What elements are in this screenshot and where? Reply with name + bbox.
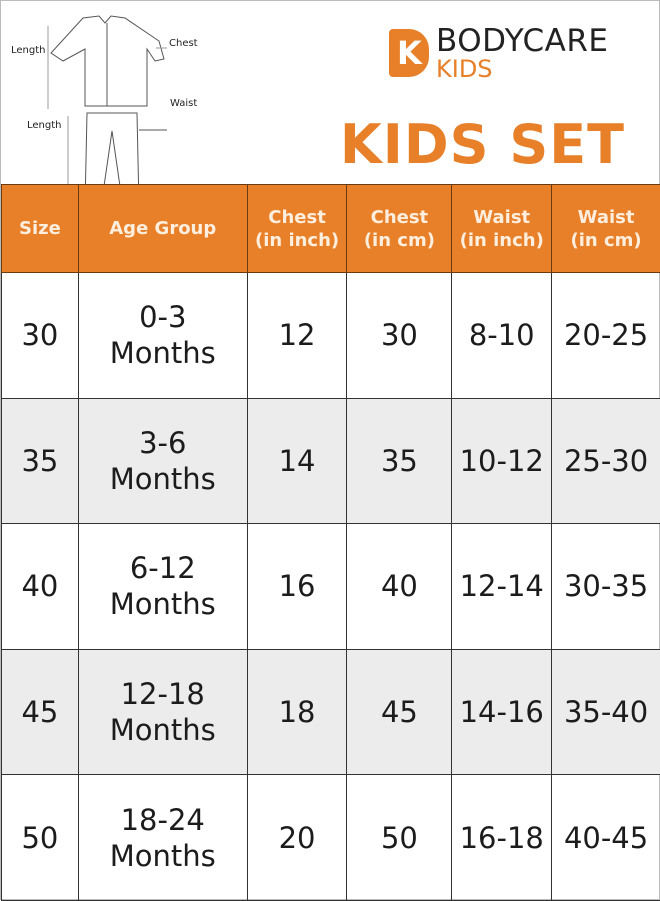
waist-label: Waist (170, 98, 197, 109)
cell-waist-in: 14-16 (452, 649, 552, 775)
cell-chest-cm: 50 (347, 775, 452, 901)
cell-waist-cm: 25-30 (552, 398, 660, 524)
column-header: Waist(in inch) (452, 185, 552, 273)
cell-waist-in: 8-10 (452, 273, 552, 399)
cell-size: 35 (2, 398, 79, 524)
cell-size: 30 (2, 273, 79, 399)
cell-waist-cm: 20-25 (552, 273, 660, 399)
brand-name: BODYCARE (436, 23, 609, 59)
brand-logo: K BODYCARE KIDS (389, 23, 639, 83)
cell-chest-cm: 40 (347, 524, 452, 650)
cell-waist-in: 12-14 (452, 524, 552, 650)
cell-chest-cm: 45 (347, 649, 452, 775)
page-title: KIDS SET (340, 113, 625, 176)
header-area: Length Chest Waist Length K BODYCARE KID… (1, 1, 660, 184)
logo-mark-icon: K (389, 29, 429, 77)
cell-chest-in: 18 (247, 649, 347, 775)
length-label: Length (27, 120, 62, 131)
garment-illustration-icon (1, 1, 231, 184)
cell-chest-in: 14 (247, 398, 347, 524)
chest-label: Chest (169, 38, 198, 49)
cell-waist-cm: 35-40 (552, 649, 660, 775)
column-header: Chest(in cm) (347, 185, 452, 273)
cell-waist-in: 16-18 (452, 775, 552, 901)
length-label: Length (11, 45, 46, 56)
cell-waist-cm: 30-35 (552, 524, 660, 650)
column-header: Size (2, 185, 79, 273)
cell-waist-cm: 40-45 (552, 775, 660, 901)
cell-chest-in: 16 (247, 524, 347, 650)
column-header: Chest(in inch) (247, 185, 347, 273)
cell-size: 45 (2, 649, 79, 775)
garment-diagram: Length Chest Waist Length (1, 1, 231, 184)
cell-chest-in: 12 (247, 273, 347, 399)
cell-chest-in: 20 (247, 775, 347, 901)
column-header: Waist(in cm) (552, 185, 660, 273)
brand-subname: KIDS (436, 55, 493, 83)
cell-chest-cm: 30 (347, 273, 452, 399)
cell-size: 50 (2, 775, 79, 901)
cell-chest-cm: 35 (347, 398, 452, 524)
cell-waist-in: 10-12 (452, 398, 552, 524)
cell-size: 40 (2, 524, 79, 650)
column-header: Age Group (78, 185, 247, 273)
